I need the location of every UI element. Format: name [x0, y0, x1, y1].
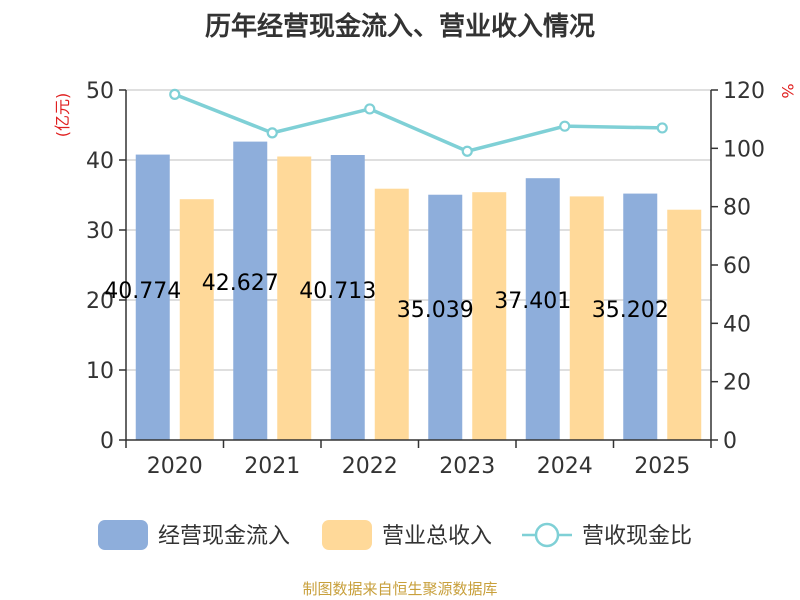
ratio-point-2022 — [364, 103, 376, 115]
y-tick-label-right: 20 — [723, 371, 751, 396]
y-tick-label-right: 0 — [723, 429, 737, 454]
bar-cash-inflow-2023 — [428, 194, 463, 440]
bar-revenue-2022 — [374, 188, 409, 440]
data-label-2020: 40.774 — [104, 279, 181, 304]
y-tick-label-right: 100 — [723, 137, 765, 162]
ratio-point-2020 — [169, 88, 181, 100]
x-tick-label-2025: 2025 — [634, 454, 690, 479]
y-axis-title-right: % — [778, 83, 797, 98]
legend-marker — [534, 522, 560, 548]
ratio-point-2024 — [559, 120, 571, 132]
legend-label-1: 营业总收入 — [382, 524, 492, 549]
x-tick-label-2021: 2021 — [244, 454, 300, 479]
bar-cash-inflow-2025 — [623, 193, 658, 440]
data-label-2025: 35.202 — [592, 298, 669, 323]
bar-revenue-2024 — [569, 196, 604, 440]
legend-swatch-1 — [322, 520, 372, 550]
source-note: 制图数据来自恒生聚源数据库 — [302, 580, 498, 598]
ratio-point-2021 — [266, 127, 278, 139]
x-tick-label-2024: 2024 — [537, 454, 593, 479]
bar-revenue-2025 — [667, 209, 702, 440]
bar-revenue-2020 — [179, 199, 214, 440]
bar-revenue-2023 — [472, 192, 507, 440]
y-axis-title-left: (亿元) — [53, 93, 72, 138]
axes: 0 10 20 30 40 50 0 20 40 60 80 100 120 2020 2021 2022 20… — [53, 79, 797, 479]
y-tick-label-left: 30 — [86, 219, 114, 244]
data-labels: 40.774 42.627 40.713 35.039 37.401 35.202 — [104, 271, 668, 323]
y-tick-label-right: 40 — [723, 312, 751, 337]
data-label-2021: 42.627 — [202, 271, 279, 296]
y-tick-label-left: 0 — [100, 429, 114, 454]
x-tick-label-2022: 2022 — [342, 454, 398, 479]
y-tick-label-left: 10 — [86, 359, 114, 384]
ratio-line — [169, 88, 668, 157]
bar-cash-inflow-2020 — [135, 154, 170, 440]
ratio-point-2023 — [461, 145, 473, 157]
y-tick-label-right: 120 — [723, 79, 765, 104]
y-tick-label-right: 60 — [723, 254, 751, 279]
x-tick-label-2020: 2020 — [147, 454, 203, 479]
y-tick-label-right: 80 — [723, 196, 751, 221]
chart-title: 历年经营现金流入、营业收入情况 — [204, 12, 595, 42]
bar-cash-inflow-2022 — [330, 155, 365, 440]
y-tick-label-left: 20 — [86, 289, 114, 314]
bar-cash-inflow-2024 — [525, 178, 560, 440]
legend-label-2: 营收现金比 — [582, 524, 692, 549]
data-label-2023: 35.039 — [397, 298, 474, 323]
data-label-2022: 40.713 — [299, 279, 376, 304]
data-label-2024: 37.401 — [494, 289, 571, 314]
bars — [135, 141, 702, 440]
x-tick-label-2023: 2023 — [439, 454, 495, 479]
ratio-point-2025 — [656, 122, 668, 134]
y-tick-label-left: 50 — [86, 79, 114, 104]
ratio-line-path — [174, 92, 663, 154]
bar-cash-inflow-2021 — [233, 141, 268, 440]
legend: 经营现金流入 营业总收入 营收现金比 — [98, 520, 692, 550]
y-tick-label-left: 40 — [86, 149, 114, 174]
grid-lines — [126, 89, 711, 371]
legend-swatch-0 — [98, 520, 148, 550]
bar-revenue-2021 — [277, 156, 312, 440]
legend-label-0: 经营现金流入 — [158, 524, 290, 549]
